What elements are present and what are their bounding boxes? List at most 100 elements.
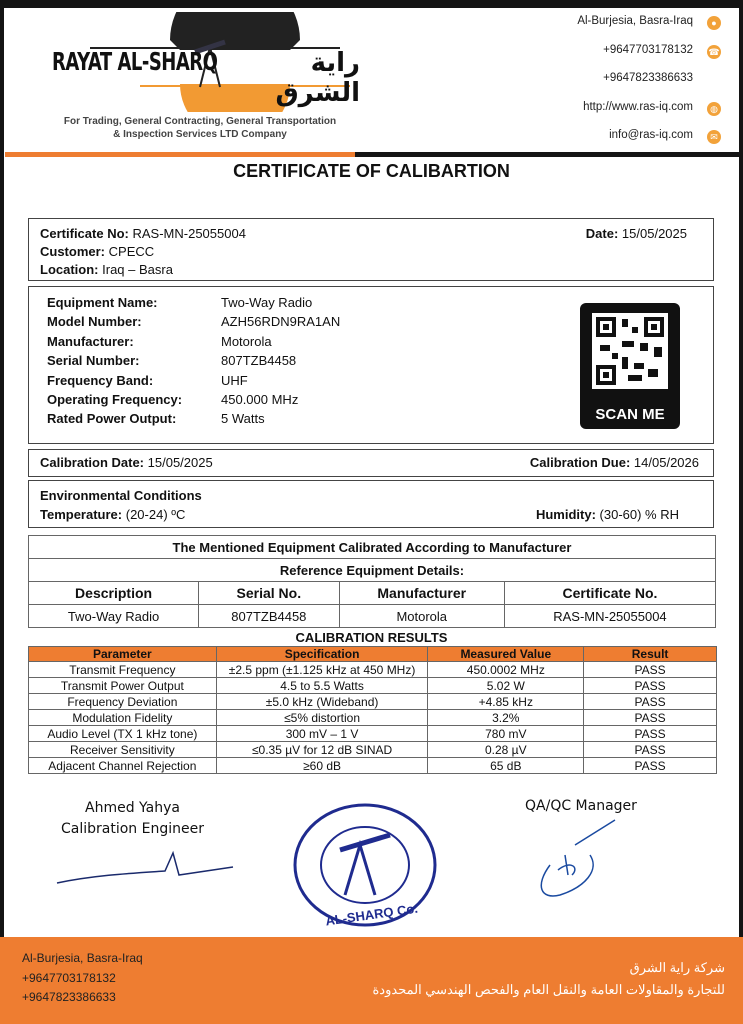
reference-cell: 807TZB4458: [198, 604, 340, 628]
contact-text: +9647703178132: [603, 43, 693, 56]
reference-header: Manufacturer: [338, 581, 505, 605]
results-cell: Modulation Fidelity: [28, 709, 217, 726]
certificate-number: RAS-MN-25055004: [132, 226, 246, 241]
reference-cell: RAS-MN-25055004: [503, 604, 717, 628]
gear-icon: [90, 12, 350, 112]
label: Calibration Due:: [529, 455, 631, 470]
engineer-signature-block: Ahmed Yahya Calibration Engineer: [50, 798, 215, 840]
footer-arabic-name: شركة راية الشرق: [629, 960, 725, 975]
engineer-signature: [56, 850, 234, 884]
location-pin-icon: ●: [707, 16, 721, 30]
results-cell: PASS: [583, 741, 717, 758]
qr-code[interactable]: SCAN ME: [580, 303, 680, 429]
results-title: CALIBRATION RESULTS: [295, 630, 448, 645]
company-stamp: AL-SHARQ Co.: [293, 803, 437, 928]
page-title: CERTIFICATE OF CALIBARTION: [233, 161, 510, 181]
footer-arabic-tagline: للتجارة والمقاولات العامة والنقل العام و…: [372, 982, 726, 997]
table-row: Modulation Fidelity ≤5% distortion 3.2% PAS…: [28, 709, 717, 726]
equipment-label: Operating Frequency:: [47, 392, 183, 408]
calibration-dates: Calibration Date: 15/05/2025 Calibration…: [28, 449, 714, 477]
calibration-date: 15/05/2025: [147, 455, 213, 470]
reference-title: Reference Equipment Details:: [28, 558, 716, 582]
calibration-due: 14/05/2026: [633, 455, 699, 470]
label: Date:: [585, 226, 619, 241]
results-cell: ±2.5 ppm (±1.125 kHz at 450 MHz): [215, 661, 429, 678]
reference-equipment-table: The Mentioned Equipment Calibrated Accor…: [27, 535, 717, 628]
label: Temperature:: [40, 507, 123, 522]
footer-contact: Al-Burjesia, Basra-Iraq: [22, 951, 143, 965]
results-cell: 0.28 µV: [427, 741, 585, 758]
engineer-name: Ahmed Yahya: [85, 800, 180, 816]
results-cell: ≤5% distortion: [215, 709, 429, 726]
logo-text-en: RAYAT AL-SHARQ: [52, 47, 218, 78]
results-cell: 4.5 to 5.5 Watts: [215, 677, 429, 694]
top-frame: [0, 0, 743, 8]
qa-signature: [540, 819, 616, 897]
results-cell: PASS: [583, 661, 717, 678]
table-row: Transmit Frequency ±2.5 ppm (±1.125 kHz a…: [28, 661, 717, 678]
footer: Al-Burjesia, Basra-Iraq +9647703178132 +96…: [0, 937, 743, 1024]
results-cell: 450.0002 MHz: [427, 661, 585, 678]
qa-title: QA/QC Manager: [525, 798, 637, 814]
equipment-value: AZH56RDN9RA1AN: [221, 314, 341, 330]
certificate-info: Certificate No: RAS-MN-25055004 Customer…: [28, 218, 714, 281]
equipment-row: Operating Frequency: 450.000 MHz: [47, 390, 340, 409]
results-cell: 65 dB: [427, 757, 585, 774]
equipment-value: Motorola: [221, 333, 272, 349]
results-cell: Frequency Deviation: [28, 693, 217, 710]
equipment-details: Equipment Name: Two-Way Radio Model Number…: [28, 286, 714, 444]
equipment-row: Rated Power Output: 5 Watts: [47, 409, 340, 428]
results-cell: PASS: [583, 677, 717, 694]
location: Iraq – Basra: [102, 262, 173, 277]
results-cell: +4.85 kHz: [427, 693, 585, 710]
results-cell: 780 mV: [427, 725, 585, 742]
logo-text-ar: راية الشرق: [275, 48, 360, 108]
equipment-value: 807TZB4458: [221, 353, 297, 369]
equipment-value: Two-Way Radio: [221, 295, 313, 310]
equipment-label: Manufacturer:: [47, 333, 134, 349]
company-tagline: For Trading, General Contracting, Genera…: [40, 115, 360, 141]
results-cell: ≥60 dB: [215, 757, 429, 774]
calibration-results-table: Parameter Specification Measured Value Resu…: [28, 646, 717, 774]
results-cell: Receiver Sensitivity: [28, 741, 217, 758]
temperature: (20-24) ºC: [125, 507, 186, 522]
certificate-date: 15/05/2025: [621, 226, 687, 241]
equipment-row: Equipment Name: Two-Way Radio: [47, 293, 340, 312]
reference-header: Certificate No.: [503, 581, 717, 605]
results-cell: Audio Level (TX 1 kHz tone): [28, 725, 217, 742]
calibration-statement: The Mentioned Equipment Calibrated Accor…: [28, 535, 716, 559]
results-header: Parameter: [28, 646, 217, 662]
equipment-row: Model Number: AZH56RDN9RA1AN: [47, 312, 340, 331]
reference-header: Serial No.: [198, 581, 340, 605]
equipment-value: UHF: [221, 372, 248, 388]
footer-contact: +9647823386633: [22, 990, 116, 1004]
equipment-row: Serial Number: 807TZB4458: [47, 351, 340, 370]
results-cell: Adjacent Channel Rejection: [28, 757, 217, 774]
results-header: Result: [583, 646, 717, 662]
label: Calibration Date:: [40, 455, 145, 470]
env-title: Environmental Conditions: [40, 488, 202, 503]
results-cell: 3.2%: [427, 709, 585, 726]
reference-cell: Motorola: [338, 604, 505, 628]
results-header: Measured Value: [427, 646, 585, 662]
equipment-label: Equipment Name:: [47, 295, 158, 310]
footer-contact: +9647703178132: [22, 970, 116, 985]
equipment-label: Frequency Band:: [47, 372, 154, 388]
contact-text: +9647823386633: [603, 72, 693, 84]
results-cell: 300 mV – 1 V: [215, 725, 429, 742]
tagline-line: For Trading, General Contracting, Genera…: [63, 116, 337, 127]
results-cell: PASS: [583, 725, 717, 742]
results-cell: Transmit Power Output: [28, 677, 217, 694]
results-cell: ≤0.35 µV for 12 dB SINAD: [215, 741, 429, 758]
contact-text: http://www.ras-iq.com: [583, 100, 693, 113]
contact-text: info@ras-iq.com: [609, 129, 693, 141]
reference-cell: Two-Way Radio: [27, 604, 200, 628]
table-row: Receiver Sensitivity ≤0.35 µV for 12 dB S…: [28, 741, 717, 758]
equipment-label: Serial Number:: [47, 353, 140, 369]
scan-me-label: SCAN ME: [595, 406, 665, 423]
label: Humidity:: [535, 507, 596, 522]
equipment-value: 450.000 MHz: [221, 392, 299, 408]
envelope-icon: ✉: [707, 130, 721, 144]
label: Location:: [40, 262, 99, 277]
